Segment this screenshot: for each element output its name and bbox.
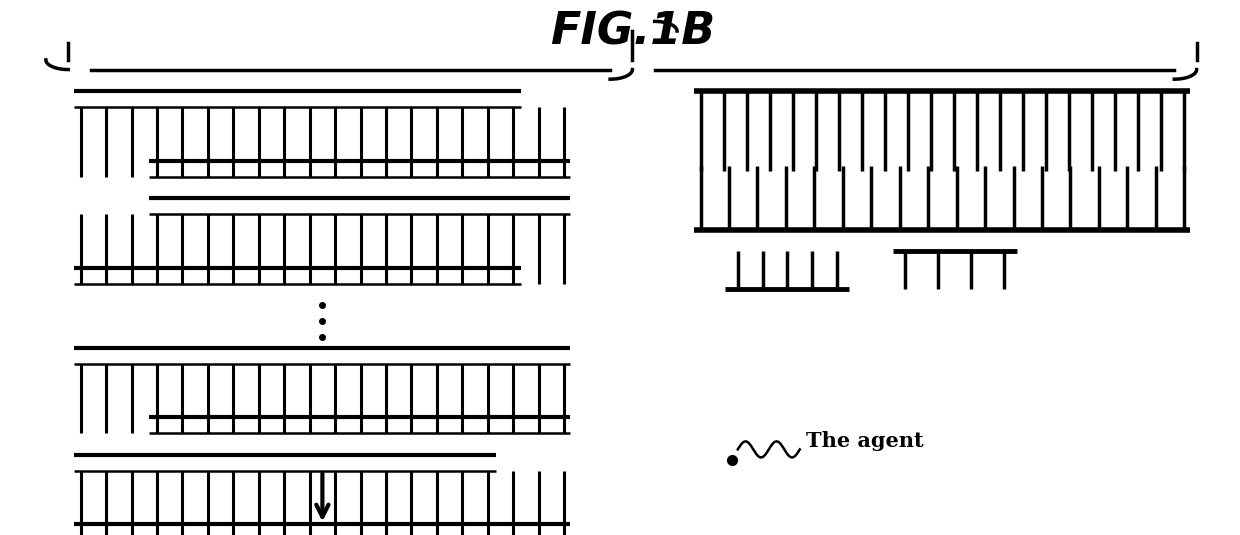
Text: FIG.1B: FIG.1B bbox=[549, 11, 715, 54]
Text: The agent: The agent bbox=[806, 431, 924, 452]
